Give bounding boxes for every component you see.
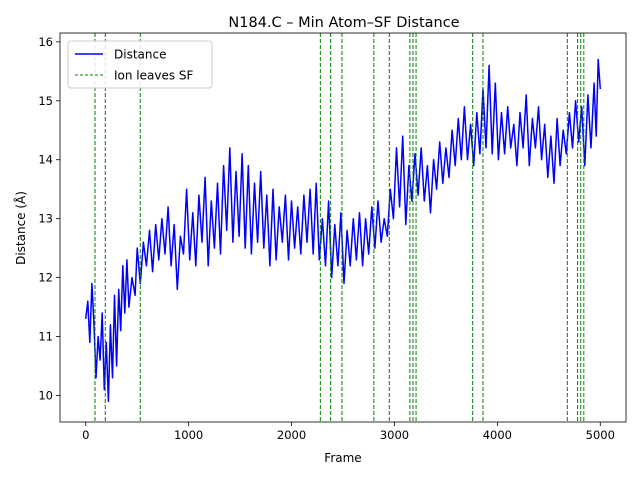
legend: Distance Ion leaves SF <box>67 40 213 89</box>
distance-series-line <box>84 58 602 403</box>
ion-leaves-sf-lines <box>94 33 585 422</box>
legend-box <box>67 40 213 89</box>
x-tick-label: 1000 <box>174 428 203 442</box>
y-axis-ticks: 10 11 12 13 14 15 16 <box>38 35 60 402</box>
chart-title: N184.C – Min Atom–SF Distance <box>228 15 459 31</box>
x-tick-label: 5000 <box>586 428 615 442</box>
y-tick-label: 14 <box>38 153 53 167</box>
x-axis-label: Frame <box>324 451 361 465</box>
x-axis-ticks: 0 1000 2000 3000 4000 5000 <box>82 422 615 442</box>
legend-distance-label: Distance <box>114 48 166 62</box>
y-tick-label: 10 <box>38 388 53 402</box>
x-tick-label: 0 <box>82 428 89 442</box>
y-tick-label: 16 <box>38 35 53 49</box>
x-tick-label: 3000 <box>380 428 409 442</box>
y-tick-label: 12 <box>38 271 53 285</box>
y-tick-label: 15 <box>38 94 53 108</box>
y-tick-label: 13 <box>38 212 53 226</box>
legend-ion-label: Ion leaves SF <box>114 69 194 83</box>
axes-frame <box>59 32 627 423</box>
plot-area <box>84 33 602 422</box>
x-tick-label: 4000 <box>483 428 512 442</box>
x-tick-label: 2000 <box>277 428 306 442</box>
y-tick-label: 11 <box>38 330 53 344</box>
y-axis-label: Distance (Å) <box>13 191 28 265</box>
